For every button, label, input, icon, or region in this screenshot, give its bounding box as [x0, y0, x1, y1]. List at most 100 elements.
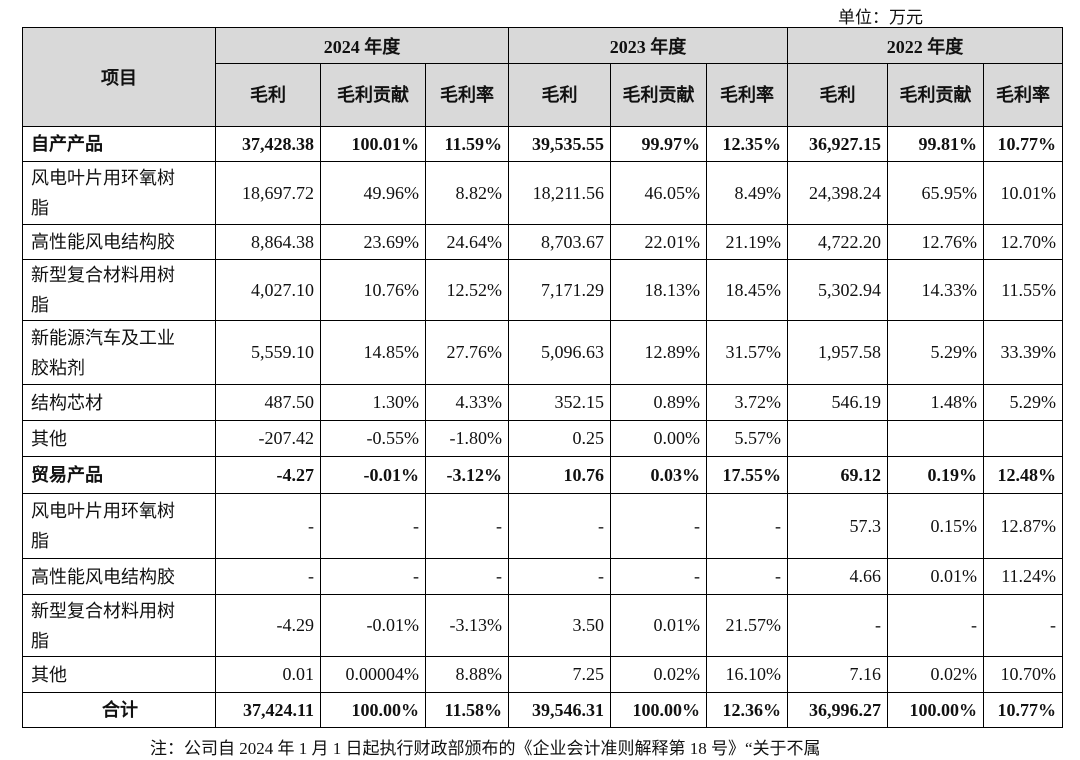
year-header: 2023 年度	[508, 27, 789, 64]
value-cell: 21.57%	[706, 594, 789, 657]
value-cell: 352.15	[508, 384, 612, 421]
value-cell: -	[706, 493, 789, 559]
column-header-text: 毛利贡献	[622, 85, 695, 105]
column-header-text: 毛利	[541, 85, 578, 105]
value-cell: 1.48%	[887, 384, 985, 421]
row-label: 风电叶片用环氧树脂	[31, 168, 175, 218]
value-cell: 5,559.10	[215, 320, 321, 385]
row-label-cell: 新型复合材料用树脂	[22, 594, 216, 657]
column-header: 毛利贡献	[887, 63, 985, 127]
column-header: 毛利率	[424, 63, 510, 127]
value-cell: 10.76%	[320, 259, 426, 321]
value-cell: 37,428.38	[215, 126, 321, 162]
value-cell: 11.24%	[983, 558, 1064, 595]
value-cell: 12.36%	[706, 692, 789, 728]
row-label-cell: 其他	[22, 420, 216, 457]
value-cell: 0.19%	[887, 456, 985, 494]
value-cell: 11.59%	[424, 126, 510, 162]
value-cell: 0.02%	[610, 656, 708, 693]
value-cell: 8.49%	[706, 161, 789, 225]
value-cell: -	[610, 558, 708, 595]
value-cell: 1,957.58	[787, 320, 889, 385]
value-cell: 14.33%	[887, 259, 985, 321]
value-cell: 69.12	[787, 456, 889, 494]
row-label: 其他	[31, 664, 67, 685]
value-cell: -0.01%	[320, 456, 426, 494]
value-cell: 46.05%	[610, 161, 708, 225]
value-cell: 16.10%	[706, 656, 789, 693]
table-row: 风电叶片用环氧树脂 18,697.72 49.96% 8.82% 18,211.56 46…	[22, 161, 1064, 225]
value-cell: 4.33%	[424, 384, 510, 421]
value-cell: 0.01	[215, 656, 321, 693]
value-cell: 4.66	[787, 558, 889, 595]
value-cell: 12.76%	[887, 224, 985, 260]
value-cell: 8,703.67	[508, 224, 612, 260]
value-cell: 12.35%	[706, 126, 789, 162]
value-cell: 21.19%	[706, 224, 789, 260]
row-label-cell: 贸易产品	[22, 456, 216, 494]
table-row: 其他 -207.42 -0.55% -1.80% 0.25 0.00% 5.57%	[22, 420, 1064, 457]
value-cell: -	[508, 493, 612, 559]
value-cell: 5.29%	[983, 384, 1064, 421]
value-cell: 7.16	[787, 656, 889, 693]
table-row: 其他 0.01 0.00004% 8.88% 7.25 0.02% 16.10% 7.16 0.…	[22, 656, 1064, 693]
row-label: 结构芯材	[31, 392, 103, 413]
row-label: 风电叶片用环氧树脂	[31, 501, 175, 551]
value-cell: -	[508, 558, 612, 595]
gross-profit-table: 项目 2024 年度 2023 年度 2022 年度 毛利 毛利贡献 毛利率 毛利 毛利贡献…	[22, 27, 1064, 728]
row-label-cell: 新能源汽车及工业胶粘剂	[22, 320, 216, 385]
column-header-text: 毛利率	[720, 85, 775, 105]
value-cell: 100.01%	[320, 126, 426, 162]
value-cell: 8.82%	[424, 161, 510, 225]
table-row: 自产产品 37,428.38 100.01% 11.59% 39,535.55 99.97…	[22, 126, 1064, 162]
value-cell: 4,027.10	[215, 259, 321, 321]
row-label: 合计	[102, 700, 138, 720]
value-cell: 1.30%	[320, 384, 426, 421]
column-header-text: 毛利	[250, 85, 286, 105]
value-cell: 0.01%	[887, 558, 985, 595]
row-label: 新型复合材料用树脂	[31, 600, 175, 651]
value-cell: -	[983, 594, 1064, 657]
table-row: 结构芯材 487.50 1.30% 4.33% 352.15 0.89% 3.72% 546.…	[22, 384, 1064, 421]
value-cell: 12.89%	[610, 320, 708, 385]
value-cell: 0.00%	[610, 420, 708, 457]
value-cell: 8,864.38	[215, 224, 321, 260]
value-cell: 36,996.27	[787, 692, 889, 728]
column-header-text: 毛利率	[440, 85, 494, 105]
row-label: 新能源汽车及工业胶粘剂	[31, 327, 175, 378]
row-label: 其他	[31, 428, 67, 449]
value-cell: 39,535.55	[508, 126, 612, 162]
value-cell: 11.58%	[424, 692, 510, 728]
value-cell: 24.64%	[424, 224, 510, 260]
value-cell: 18,697.72	[215, 161, 321, 225]
footnote: 注：公司自 2024 年 1 月 1 日起执行财政部颁布的《企业会计准则解释第 …	[150, 739, 821, 758]
value-cell: 23.69%	[320, 224, 426, 260]
value-cell: 0.89%	[610, 384, 708, 421]
row-label: 高性能风电结构胶	[31, 566, 175, 587]
row-label: 自产产品	[31, 134, 103, 154]
value-cell: 57.3	[787, 493, 889, 559]
row-label: 新型复合材料用树脂	[31, 265, 175, 315]
row-label-cell: 新型复合材料用树脂	[22, 259, 216, 321]
column-header: 毛利率	[706, 63, 789, 127]
row-label: 高性能风电结构胶	[31, 232, 175, 252]
value-cell: 100.00%	[610, 692, 708, 728]
value-cell: 31.57%	[706, 320, 789, 385]
table-body: 自产产品 37,428.38 100.01% 11.59% 39,535.55 99.97…	[22, 126, 1064, 728]
value-cell: 24,398.24	[787, 161, 889, 225]
header-row: 毛利 毛利贡献 毛利率 毛利 毛利贡献 毛利率 毛利 毛利贡献 毛利率	[23, 63, 1064, 127]
row-label-cell: 风电叶片用环氧树脂	[22, 493, 216, 559]
value-cell: 7.25	[508, 656, 612, 693]
row-label-cell: 风电叶片用环氧树脂	[22, 161, 216, 225]
value-cell	[787, 420, 889, 457]
value-cell: 8.88%	[424, 656, 510, 693]
value-cell: 100.00%	[320, 692, 426, 728]
value-cell: 0.02%	[887, 656, 985, 693]
value-cell: -207.42	[215, 420, 321, 457]
year-header: 2022 年度	[787, 27, 1064, 64]
value-cell: 18.45%	[706, 259, 789, 321]
column-header-text: 毛利	[819, 85, 856, 105]
table-row: 新型复合材料用树脂 4,027.10 10.76% 12.52% 7,171.29 18.…	[22, 259, 1064, 321]
table-row: 风电叶片用环氧树脂 - - - - - -57.3 0.15% 12.87%	[22, 493, 1064, 559]
item-header: 项目	[22, 27, 216, 127]
